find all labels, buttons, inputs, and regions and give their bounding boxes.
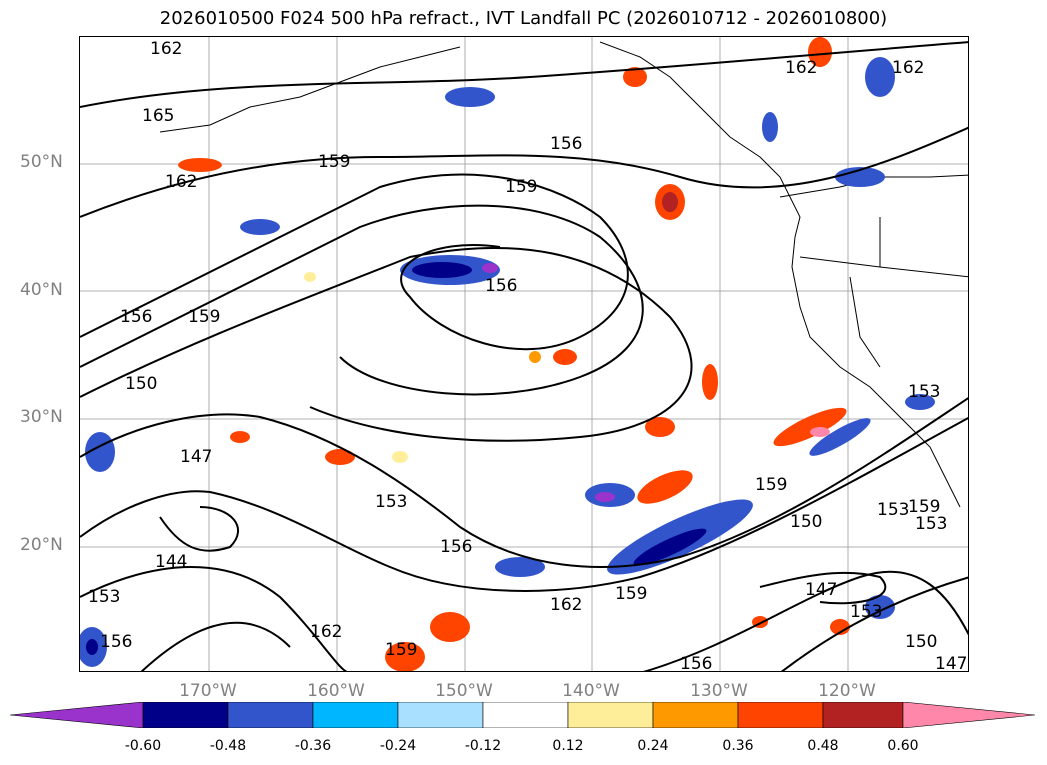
contour-label: 153 — [88, 587, 120, 607]
colorbar-tick: 0.60 — [887, 738, 919, 754]
contour-label: 162 — [550, 595, 582, 615]
colorbar-segment — [902, 702, 1035, 728]
colorbar-tick: 0.36 — [722, 738, 754, 754]
height-contours — [80, 41, 968, 671]
contour-label: 147 — [805, 580, 837, 600]
contour-label: 156 — [485, 276, 517, 296]
contour-label: 144 — [155, 552, 187, 572]
contour-label: 156 — [120, 307, 152, 327]
lat-label: 30°N — [20, 407, 63, 427]
lon-label: 130°W — [690, 681, 748, 701]
contour-labels: 162 165 162 159 156 159 162 162 156 156 … — [88, 39, 967, 672]
contour-label: 162 — [165, 172, 197, 192]
colorbar-tick: -0.12 — [464, 738, 502, 754]
map-panel: 162 165 162 159 156 159 162 162 156 156 … — [79, 36, 969, 672]
colorbar-segment — [567, 702, 654, 728]
contour-label: 159 — [318, 152, 350, 172]
colorbar-tick: 0.24 — [637, 738, 669, 754]
contour-label: 159 — [505, 177, 537, 197]
contour-label: 147 — [180, 447, 212, 467]
colorbar-tick: -0.36 — [294, 738, 332, 754]
contour-label: 156 — [440, 537, 472, 557]
contour-label: 162 — [310, 622, 342, 642]
contour-label: 153 — [915, 514, 947, 534]
ivt-anomaly-shading — [80, 37, 935, 671]
contour-label: 156 — [550, 134, 582, 154]
contour-label: 153 — [375, 492, 407, 512]
contour-label: 156 — [100, 632, 132, 652]
colorbar-segments — [10, 702, 1035, 728]
colorbar — [10, 702, 1035, 728]
colorbar-segment — [312, 702, 399, 728]
contour-label: 153 — [908, 382, 940, 402]
colorbar-segment — [652, 702, 739, 728]
map-canvas: 162 165 162 159 156 159 162 162 156 156 … — [80, 37, 968, 672]
contour-label: 159 — [755, 475, 787, 495]
colorbar-tick: 0.48 — [807, 738, 839, 754]
contour-label: 156 — [680, 654, 712, 672]
contour-label: 153 — [877, 500, 909, 520]
colorbar-tick: -0.24 — [379, 738, 417, 754]
colorbar-segment — [737, 702, 824, 728]
contour-label: 165 — [142, 106, 174, 126]
contour-label: 159 — [615, 584, 647, 604]
contour-label: 162 — [892, 58, 924, 78]
lon-label: 160°W — [307, 681, 365, 701]
lon-label: 120°W — [818, 681, 876, 701]
lon-label: 150°W — [435, 681, 493, 701]
map-title: 2026010500 F024 500 hPa refract., IVT La… — [159, 8, 888, 29]
colorbar-segment — [227, 702, 314, 728]
contour-label: 153 — [850, 602, 882, 622]
contour-label: 150 — [125, 374, 157, 394]
contour-label: 162 — [785, 58, 817, 78]
colorbar-segment — [142, 702, 229, 728]
colorbar-tick: -0.60 — [124, 738, 162, 754]
contour-label: 162 — [150, 39, 182, 59]
contour-label: 159 — [908, 497, 940, 517]
colorbar-segment — [822, 702, 904, 728]
colorbar-segment — [482, 702, 569, 728]
lat-label: 50°N — [20, 152, 63, 172]
colorbar-segment — [397, 702, 484, 728]
lon-label: 170°W — [179, 681, 237, 701]
colorbar-tick: -0.48 — [209, 738, 247, 754]
lat-label: 40°N — [20, 280, 63, 300]
contour-label: 150 — [790, 512, 822, 532]
colorbar-tick: 0.12 — [552, 738, 584, 754]
contour-label: 150 — [905, 632, 937, 652]
lon-label: 140°W — [562, 681, 620, 701]
lat-label: 20°N — [20, 535, 63, 555]
contour-label: 159 — [188, 307, 220, 327]
contour-label: 159 — [385, 640, 417, 660]
contour-label: 147 — [935, 654, 967, 672]
colorbar-segment — [10, 702, 144, 728]
